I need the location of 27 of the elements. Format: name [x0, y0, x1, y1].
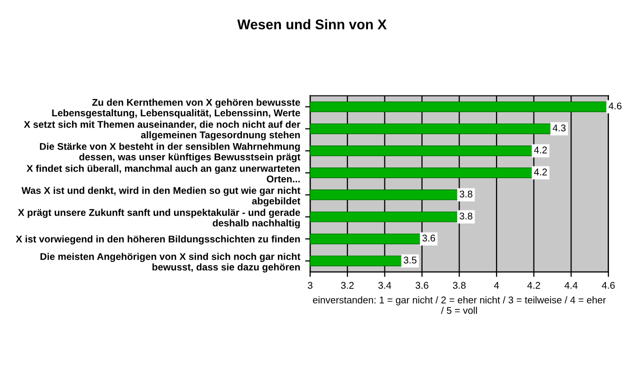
x-tick-label: 4.6 — [602, 282, 615, 289]
y-tick-label: X ist vorwiegend in den höheren Bildungsschichten zu finden — [16, 235, 300, 244]
x-tick-label: 3.4 — [378, 282, 392, 289]
x-tick-label: 3.2 — [341, 282, 354, 289]
x-tick-label: 3.8 — [452, 282, 466, 289]
x-tick-label: 3.6 — [416, 282, 428, 289]
y-tick-label: Zu den Kernthemen von X gehören bewusste Lebensgestaltung, Lebensqualität, Lebenssinn, Werte — [52, 98, 300, 118]
chart-title: Wesen und Sinn von X — [237, 19, 387, 30]
data-label: 4.2 — [534, 168, 547, 176]
y-tick-label: X prägt unsere Zukunft sanft und unspektakulär - und gerade deshalb nachhaltig — [18, 208, 300, 228]
y-tick-label: X findet sich überall, manchmal auch an ganz unerwarteten Orten... — [26, 164, 300, 182]
x-tick-label: 4.2 — [527, 282, 540, 289]
x-tick-label: 4.4 — [564, 282, 578, 289]
data-label: 3.8 — [460, 190, 472, 198]
data-label: 4.6 — [608, 102, 622, 110]
data-label: 3.8 — [460, 212, 472, 220]
data-label: 4.3 — [552, 124, 566, 132]
x-tick-label: 4 — [494, 282, 499, 289]
x-tick-label: 3 — [308, 282, 312, 289]
y-tick-label: X setzt sich mit Themen auseinander, die noch nicht auf der allgemeinen Tagesordnung stehen — [24, 120, 300, 140]
data-label: 4.2 — [534, 146, 547, 154]
y-tick-label: Die Stärke von X besteht in der sensiblen Wahrnehmung dessen, was unser künftiges Bewusstsein prägt — [40, 142, 300, 162]
y-tick-label: Was X ist und denkt, wird in den Medien so gut wie gar nicht abgebildet — [22, 186, 300, 206]
x-axis-title: einverstanden: 1 = gar nicht / 2 = eher nicht / 3 = teilweise / 4 = eher / 5 = voll — [312, 296, 606, 314]
data-label: 3.5 — [404, 256, 416, 264]
data-label: 3.6 — [422, 234, 436, 242]
y-tick-label: Die meisten Angehörigen von X sind sich noch gar nicht bewusst, dass sie dazu gehören — [40, 252, 300, 272]
